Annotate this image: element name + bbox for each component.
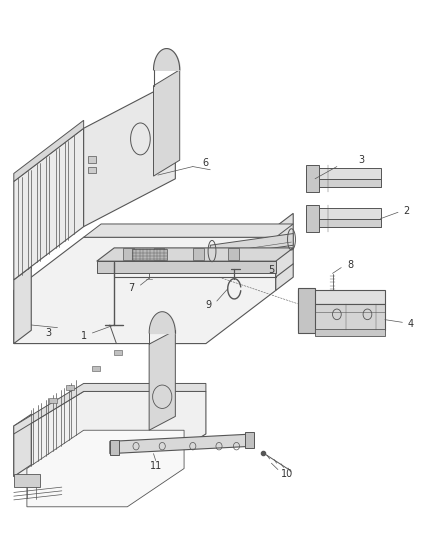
Polygon shape [306, 208, 381, 219]
Bar [92, 366, 100, 371]
Text: 5: 5 [268, 265, 275, 275]
Polygon shape [84, 224, 293, 237]
Bar [123, 248, 134, 260]
Text: 9: 9 [205, 300, 211, 310]
Bar [228, 248, 239, 260]
Polygon shape [14, 237, 276, 344]
Polygon shape [14, 474, 40, 487]
Text: 11: 11 [149, 462, 162, 471]
Text: 3: 3 [359, 155, 365, 165]
Polygon shape [306, 179, 381, 187]
Polygon shape [27, 430, 184, 507]
Bar [153, 248, 164, 260]
Polygon shape [315, 329, 385, 336]
Bar [66, 385, 74, 390]
Text: 10: 10 [281, 469, 293, 479]
Polygon shape [306, 168, 381, 179]
Polygon shape [14, 120, 84, 181]
Polygon shape [210, 233, 293, 257]
Text: 6: 6 [203, 158, 209, 168]
Text: 8: 8 [347, 261, 353, 270]
Polygon shape [149, 330, 175, 430]
Polygon shape [306, 165, 319, 192]
Polygon shape [297, 288, 315, 333]
Polygon shape [84, 80, 175, 227]
Polygon shape [97, 248, 293, 261]
Polygon shape [14, 266, 31, 344]
Text: 4: 4 [408, 319, 414, 329]
Polygon shape [306, 219, 381, 227]
Text: 7: 7 [128, 283, 135, 293]
Polygon shape [153, 70, 180, 176]
Polygon shape [97, 261, 276, 273]
Bar [88, 167, 96, 173]
Text: 2: 2 [404, 206, 410, 216]
Polygon shape [14, 128, 84, 280]
Bar [114, 350, 122, 356]
Bar [49, 398, 57, 403]
Polygon shape [297, 290, 385, 304]
Polygon shape [14, 414, 31, 477]
Polygon shape [110, 440, 119, 455]
Text: 1: 1 [81, 330, 87, 341]
Polygon shape [110, 434, 254, 454]
Polygon shape [306, 205, 319, 232]
Polygon shape [14, 383, 206, 434]
Polygon shape [276, 213, 293, 290]
Text: 3: 3 [46, 328, 52, 338]
Polygon shape [245, 432, 254, 448]
Polygon shape [297, 304, 385, 330]
Polygon shape [132, 249, 166, 260]
Polygon shape [14, 391, 206, 477]
Bar [193, 248, 204, 260]
Bar [88, 157, 96, 163]
